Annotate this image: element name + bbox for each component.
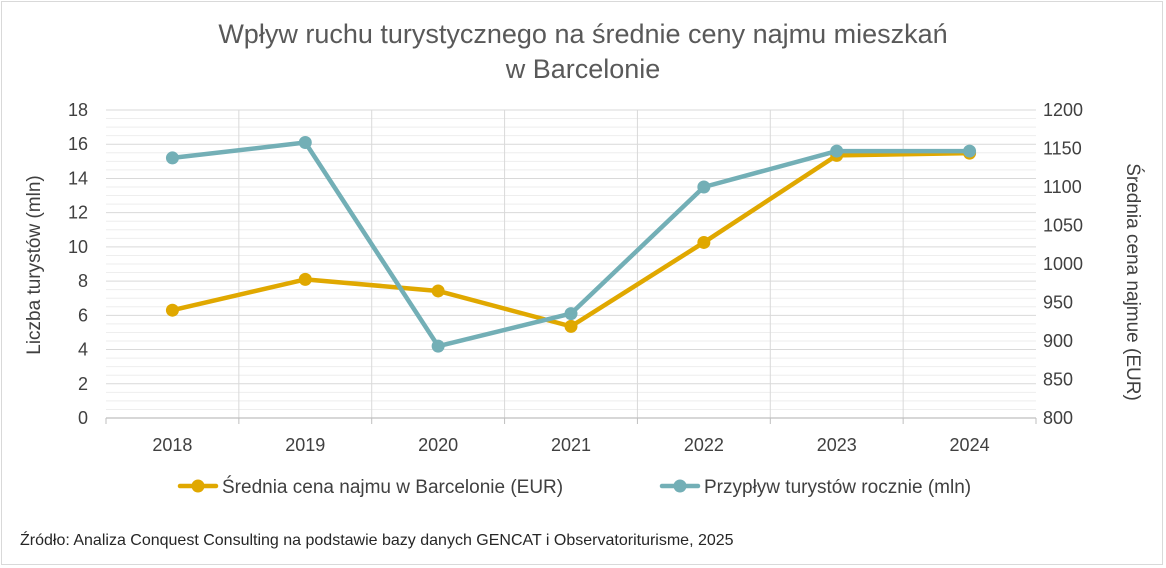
y-right-tick-labels: 800 850 900 950 1000 1050 1100 1150 1200 (1043, 100, 1083, 428)
y-left-tick-label: 14 (68, 168, 88, 188)
y-right-tick-label: 1050 (1043, 216, 1083, 236)
data-point (298, 272, 312, 286)
legend-swatch-marker (191, 479, 205, 493)
series-2 (165, 136, 977, 353)
y-left-tick-label: 6 (78, 305, 88, 325)
y-right-tick-label: 1000 (1043, 254, 1083, 274)
y-left-tick-labels: 0 2 4 6 8 10 12 14 16 18 (68, 100, 88, 428)
legend-label: Średnia cena najmu w Barcelonie (EUR) (222, 476, 563, 498)
data-point (431, 339, 445, 353)
data-point (298, 136, 312, 150)
x-tick-label: 2023 (817, 435, 857, 455)
data-point (165, 151, 179, 165)
series-layer (165, 136, 977, 353)
y-right-tick-label: 1150 (1043, 139, 1082, 159)
legend: Średnia cena najmu w Barcelonie (EUR) Prz… (177, 476, 971, 498)
y-left-tick-label: 8 (78, 271, 88, 291)
x-tick-label: 2021 (551, 435, 591, 455)
y-left-tick-label: 4 (78, 340, 88, 360)
y-left-tick-label: 12 (68, 203, 88, 223)
source-note: Źródło: Analiza Conquest Consulting na p… (20, 532, 734, 549)
data-point (697, 180, 711, 194)
axes (105, 417, 1037, 424)
x-tick-label: 2022 (684, 435, 724, 455)
series-1 (165, 146, 977, 333)
legend-label: Przypływ turystów rocznie (mln) (704, 477, 971, 498)
y-left-tick-label: 18 (68, 100, 88, 120)
data-point (963, 144, 977, 158)
y-left-tick-label: 10 (68, 237, 88, 257)
y-right-axis-title: Średnia cena najmue (EUR) (1122, 163, 1144, 401)
y-right-tick-label: 800 (1043, 408, 1073, 428)
y-right-tick-label: 950 (1043, 293, 1073, 313)
y-left-tick-label: 0 (78, 408, 88, 428)
x-tick-label: 2020 (418, 435, 458, 455)
data-point (564, 307, 578, 321)
y-left-tick-label: 2 (78, 374, 88, 394)
data-point (165, 303, 179, 317)
x-tick-label: 2018 (152, 435, 192, 455)
data-point (564, 319, 578, 333)
chart-title: Wpływ ruchu turystycznego na średnie cen… (218, 19, 947, 84)
data-point (697, 235, 711, 249)
y-right-tick-label: 850 (1043, 370, 1073, 390)
chart-title-line-2: w Barcelonie (505, 54, 661, 84)
legend-item-1: Średnia cena najmu w Barcelonie (EUR) (177, 476, 563, 498)
x-tick-labels: 2018 2019 2020 2021 2022 2023 2024 (152, 435, 989, 455)
chart-title-line-1: Wpływ ruchu turystycznego na średnie cen… (218, 19, 947, 49)
y-right-tick-label: 1200 (1043, 100, 1083, 120)
data-point (830, 144, 844, 158)
y-right-tick-label: 900 (1043, 331, 1073, 351)
y-left-tick-label: 16 (68, 134, 88, 154)
x-tick-label: 2024 (950, 435, 990, 455)
data-point (431, 284, 445, 298)
series-line (170, 150, 972, 329)
x-tick-label: 2019 (285, 435, 325, 455)
y-right-tick-label: 1100 (1043, 177, 1082, 197)
legend-swatch-marker (673, 479, 687, 493)
y-left-axis-title: Liczba turystów (mln) (24, 175, 45, 355)
legend-item-2: Przypływ turystów rocznie (mln) (659, 477, 971, 498)
